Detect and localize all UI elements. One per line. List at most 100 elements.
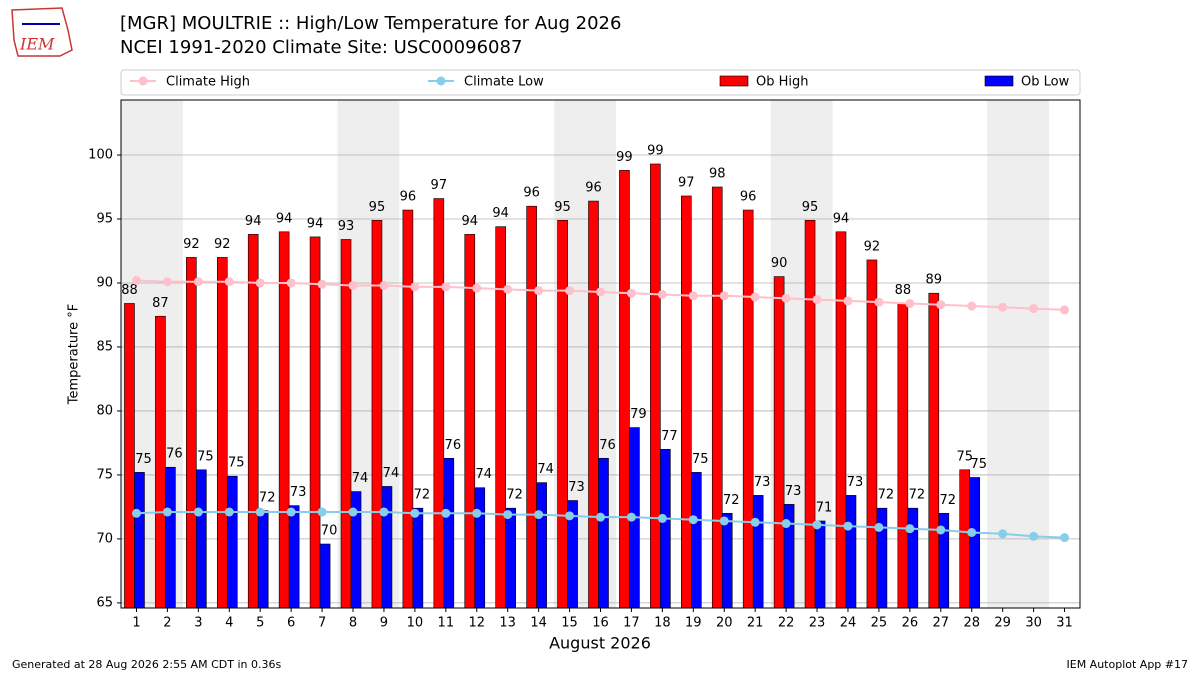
x-tick-label: 18 [654,616,671,631]
x-tick-label: 20 [716,616,733,631]
point [719,291,729,301]
point [596,512,605,522]
data-label: 97 [678,175,695,190]
data-label: 96 [400,190,417,205]
data-label: 72 [723,493,740,508]
point [255,278,265,288]
bar [226,475,238,608]
data-label: 75 [228,456,245,471]
data-label: 88 [121,283,138,298]
x-tick-label: 25 [871,616,888,631]
footer-left: Generated at 28 Aug 2026 2:55 AM CDT in … [12,658,281,671]
point [688,515,698,525]
y-tick-label: 100 [88,148,113,163]
point [750,292,760,302]
point [224,277,234,287]
point [379,507,389,517]
bar [907,507,919,608]
bar [495,226,506,608]
data-label: 94 [833,211,850,226]
point [348,507,358,517]
bar [433,198,445,608]
point [626,288,636,298]
data-label: 75 [956,449,973,464]
data-label: 94 [307,216,324,231]
data-label: 96 [740,190,757,205]
point [812,520,822,530]
data-label: 72 [259,490,276,505]
y-tick-label: 90 [96,275,113,290]
bar [660,449,671,608]
data-label: 75 [135,452,152,467]
footer-right: IEM Autoplot App #17 [1067,658,1189,671]
bar [134,472,145,608]
point [565,286,575,296]
point [1029,304,1039,314]
bar [319,543,331,608]
bar [124,303,135,608]
bar [412,507,424,608]
legend-box [120,69,1081,96]
data-label: 74 [383,466,400,481]
data-label: 94 [276,211,293,226]
x-tick-label: 7 [318,616,326,631]
x-tick-label: 19 [685,616,702,631]
legend-swatch [719,75,749,87]
bar [969,477,981,608]
point [781,519,791,529]
point [441,508,451,518]
bar [691,472,702,608]
point [967,528,977,538]
chart-subtitle: NCEI 1991-2020 Climate Site: USC00096087 [120,37,522,58]
x-tick-label: 10 [407,616,424,631]
point [874,522,884,532]
data-label: 95 [802,200,819,215]
data-label: 72 [909,488,926,503]
data-label: 92 [214,237,231,252]
bar [773,276,785,608]
y-tick-label: 85 [96,339,113,354]
bar [165,466,176,608]
point [1060,305,1070,315]
point [657,289,667,299]
point [750,517,760,527]
data-label: 95 [369,200,386,215]
point [565,511,575,521]
x-tick-label: 3 [194,616,202,631]
chart-title: [MGR] MOULTRIE :: High/Low Temperature f… [120,13,621,34]
data-label: 72 [940,493,957,508]
data-label: 79 [630,407,647,422]
bar [681,195,692,608]
x-tick-label: 24 [840,616,857,631]
point [286,278,296,288]
x-tick-label: 31 [1056,616,1073,631]
legend-label: Climate High [166,75,250,90]
legend-label: Climate Low [464,75,544,90]
legend-marker [138,76,148,86]
data-label: 96 [523,186,540,201]
bar [804,219,816,608]
plot-frame [120,99,1081,609]
point [441,282,451,292]
x-tick-label: 11 [438,616,455,631]
data-label: 90 [771,256,788,271]
weekend-shade [987,100,1050,608]
data-label: 97 [431,178,448,193]
legend-marker [436,76,446,86]
data-label: 89 [926,273,943,288]
point [348,281,358,291]
bar [845,495,857,608]
bar [650,163,661,608]
bar [588,200,599,608]
point [286,507,296,517]
x-tick-label: 1 [132,616,140,631]
bar [567,500,578,608]
bar [752,495,764,608]
point [843,296,853,306]
x-tick-label: 28 [963,616,980,631]
data-label: 76 [166,447,183,462]
point [998,302,1008,312]
y-tick-label: 70 [96,531,113,546]
data-label: 75 [692,452,709,467]
y-tick-label: 95 [96,212,113,227]
